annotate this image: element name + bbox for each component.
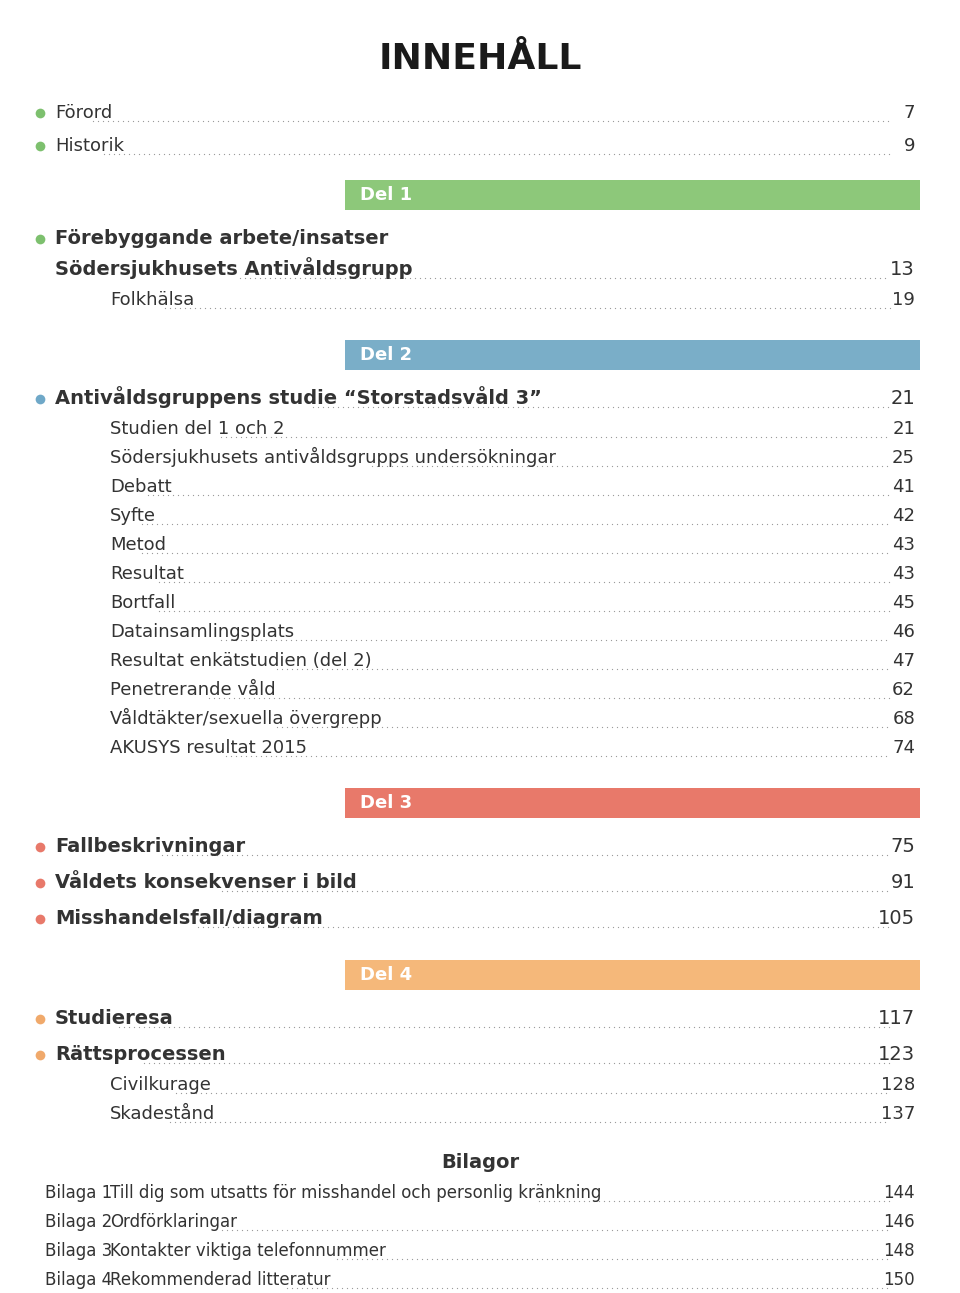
Text: Till dig som utsatts för misshandel och personlig kränkning: Till dig som utsatts för misshandel och …: [110, 1184, 601, 1202]
Text: 91: 91: [890, 873, 915, 892]
Text: 9: 9: [903, 137, 915, 155]
Text: 146: 146: [883, 1213, 915, 1231]
Text: Civilkurage: Civilkurage: [110, 1076, 211, 1094]
Text: Del 2: Del 2: [360, 347, 412, 365]
Text: Studieresa: Studieresa: [55, 1009, 174, 1028]
Text: 21: 21: [892, 420, 915, 438]
Text: 105: 105: [877, 909, 915, 928]
Text: Kontakter viktiga telefonnummer: Kontakter viktiga telefonnummer: [110, 1243, 386, 1259]
Text: Bilagor: Bilagor: [441, 1152, 519, 1171]
Text: 13: 13: [890, 260, 915, 279]
Text: 21: 21: [890, 389, 915, 409]
Text: 123: 123: [877, 1045, 915, 1064]
FancyBboxPatch shape: [345, 959, 920, 990]
Text: 144: 144: [883, 1184, 915, 1202]
FancyBboxPatch shape: [345, 340, 920, 370]
Text: 45: 45: [892, 593, 915, 612]
Text: 43: 43: [892, 537, 915, 553]
Text: Bortfall: Bortfall: [110, 593, 176, 612]
Text: Folkhälsa: Folkhälsa: [110, 291, 194, 309]
Text: Södersjukhusets antivåldsgrupps undersökningar: Södersjukhusets antivåldsgrupps undersök…: [110, 447, 556, 467]
Text: Antivåldsgruppens studie “Storstadsvåld 3”: Antivåldsgruppens studie “Storstadsvåld …: [55, 387, 541, 409]
Text: AKUSYS resultat 2015: AKUSYS resultat 2015: [110, 740, 307, 756]
Text: INNEHÅLL: INNEHÅLL: [378, 41, 582, 76]
Text: Bilaga 2: Bilaga 2: [45, 1213, 112, 1231]
Text: 46: 46: [892, 623, 915, 641]
Text: Våldets konsekvenser i bild: Våldets konsekvenser i bild: [55, 873, 357, 892]
Text: Penetrerande våld: Penetrerande våld: [110, 681, 276, 700]
Text: 43: 43: [892, 565, 915, 583]
Text: Bilaga 3: Bilaga 3: [45, 1243, 112, 1259]
Text: Bilaga 4: Bilaga 4: [45, 1271, 112, 1289]
Text: Förebyggande arbete/insatser: Förebyggande arbete/insatser: [55, 229, 388, 248]
Text: 150: 150: [883, 1271, 915, 1289]
Text: Studien del 1 och 2: Studien del 1 och 2: [110, 420, 284, 438]
Text: 68: 68: [892, 710, 915, 728]
Text: Debatt: Debatt: [110, 478, 172, 497]
Text: Fallbeskrivningar: Fallbeskrivningar: [55, 837, 245, 856]
Text: 47: 47: [892, 652, 915, 670]
Text: 42: 42: [892, 507, 915, 525]
Text: Metod: Metod: [110, 537, 166, 553]
Text: 25: 25: [892, 449, 915, 467]
Text: 128: 128: [880, 1076, 915, 1094]
Text: 75: 75: [890, 837, 915, 856]
Text: Misshandelsfall/diagram: Misshandelsfall/diagram: [55, 909, 323, 928]
Text: 137: 137: [880, 1106, 915, 1124]
Text: Rekommenderad litteratur: Rekommenderad litteratur: [110, 1271, 330, 1289]
Text: Del 1: Del 1: [360, 186, 412, 204]
Text: 41: 41: [892, 478, 915, 497]
Text: 74: 74: [892, 740, 915, 756]
Text: Del 3: Del 3: [360, 794, 412, 812]
Text: Skadestånd: Skadestånd: [110, 1106, 215, 1124]
Text: Rättsprocessen: Rättsprocessen: [55, 1045, 226, 1064]
Text: Datainsamlingsplats: Datainsamlingsplats: [110, 623, 294, 641]
Text: Del 4: Del 4: [360, 966, 412, 984]
Text: Syfte: Syfte: [110, 507, 156, 525]
Text: Ordförklaringar: Ordförklaringar: [110, 1213, 237, 1231]
Text: Resultat: Resultat: [110, 565, 184, 583]
FancyBboxPatch shape: [345, 180, 920, 209]
Text: Resultat enkätstudien (del 2): Resultat enkätstudien (del 2): [110, 652, 372, 670]
Text: 148: 148: [883, 1243, 915, 1259]
Text: Historik: Historik: [55, 137, 124, 155]
Text: Södersjukhusets Antivåldsgrupp: Södersjukhusets Antivåldsgrupp: [55, 257, 413, 279]
Text: 117: 117: [877, 1009, 915, 1028]
FancyBboxPatch shape: [345, 787, 920, 818]
Text: 62: 62: [892, 681, 915, 700]
Text: Förord: Förord: [55, 103, 112, 122]
Text: 7: 7: [903, 103, 915, 122]
Text: Bilaga 1: Bilaga 1: [45, 1184, 112, 1202]
Text: Våldtäkter/sexuella övergrepp: Våldtäkter/sexuella övergrepp: [110, 709, 382, 728]
Text: 19: 19: [892, 291, 915, 309]
